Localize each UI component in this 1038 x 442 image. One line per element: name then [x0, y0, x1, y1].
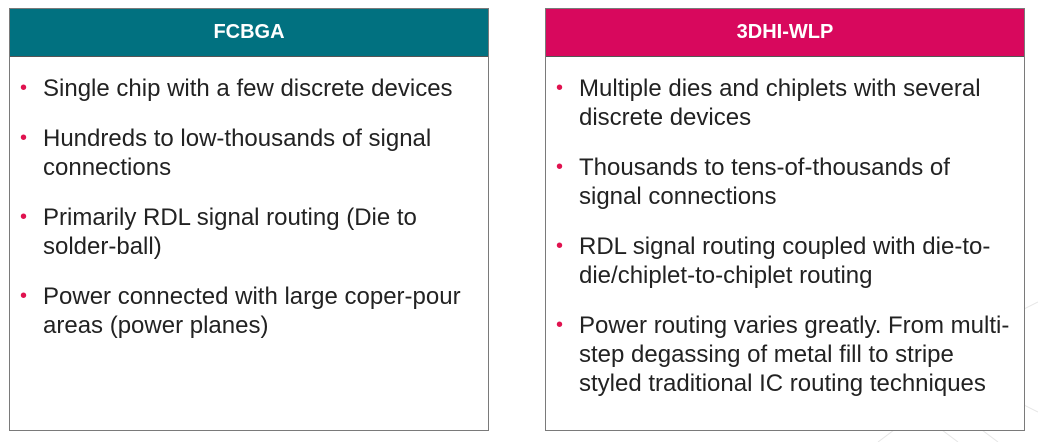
- bullet-icon: •: [556, 235, 564, 257]
- item-text: Multiple dies and chiplets with several …: [579, 75, 981, 131]
- bullet-icon: •: [20, 127, 28, 149]
- item-text: Primarily RDL signal routing (Die to sol…: [43, 204, 417, 260]
- wlp-panel: 3DHI-WLP • Multiple dies and chiplets wit…: [545, 8, 1025, 431]
- bullet-icon: •: [20, 77, 28, 99]
- bullet-icon: •: [20, 285, 28, 307]
- fcbga-header: FCBGA: [10, 9, 488, 57]
- list-item: • RDL signal routing coupled with die-to-…: [546, 232, 1024, 290]
- wlp-header: 3DHI-WLP: [546, 9, 1024, 57]
- fcbga-list: • Single chip with a few discrete devices…: [10, 57, 488, 340]
- list-item: • Power routing varies greatly. From mult…: [546, 311, 1024, 398]
- bullet-icon: •: [556, 77, 564, 99]
- list-item: • Multiple dies and chiplets with several…: [546, 74, 1024, 132]
- list-item: • Hundreds to low-thousands of signal con…: [10, 124, 488, 182]
- item-text: Power routing varies greatly. From multi…: [579, 312, 1010, 397]
- list-item: • Thousands to tens-of-thousands of signa…: [546, 153, 1024, 211]
- bullet-icon: •: [556, 156, 564, 178]
- bullet-icon: •: [556, 314, 564, 336]
- list-item: • Single chip with a few discrete devices: [10, 74, 488, 103]
- item-text: Power connected with large coper-pour ar…: [43, 283, 461, 339]
- fcbga-panel: FCBGA • Single chip with a few discrete d…: [9, 8, 489, 431]
- list-item: • Primarily RDL signal routing (Die to so…: [10, 203, 488, 261]
- wlp-list: • Multiple dies and chiplets with several…: [546, 57, 1024, 398]
- item-text: Thousands to tens-of-thousands of signal…: [579, 154, 950, 210]
- item-text: RDL signal routing coupled with die-to-d…: [579, 233, 991, 289]
- bullet-icon: •: [20, 206, 28, 228]
- list-item: • Power connected with large coper-pour a…: [10, 282, 488, 340]
- item-text: Single chip with a few discrete devices: [43, 75, 453, 102]
- item-text: Hundreds to low-thousands of signal conn…: [43, 125, 432, 181]
